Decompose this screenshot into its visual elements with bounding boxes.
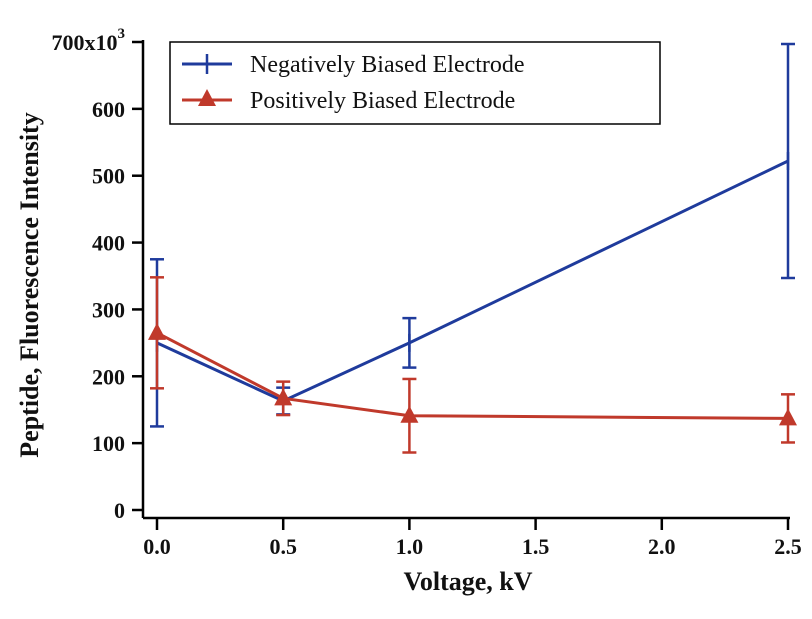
data-point bbox=[274, 388, 293, 406]
y-tick-label: 200 bbox=[92, 364, 125, 389]
y-ticks: 0 100 200 300 400 500 600 700x103 bbox=[52, 26, 143, 523]
series-layer bbox=[148, 42, 797, 454]
y-tick-label: 500 bbox=[92, 164, 125, 189]
series-line bbox=[156, 331, 789, 420]
x-ticks: 0.0 0.5 1.0 1.5 2.0 2.5 bbox=[143, 518, 802, 559]
series-positive bbox=[148, 276, 797, 454]
x-tick-label: 0.0 bbox=[143, 534, 171, 559]
legend-box bbox=[169, 41, 661, 125]
x-tick-label: 2.5 bbox=[774, 534, 802, 559]
y-multiplier-exponent: 3 bbox=[118, 26, 126, 42]
data-point bbox=[779, 408, 797, 426]
y-tick-label: 0 bbox=[114, 498, 125, 523]
legend-label-negative: Negatively Biased Electrode bbox=[250, 52, 525, 78]
legend: Negatively Biased Electrode Positively B… bbox=[169, 41, 661, 125]
x-tick-label: 0.5 bbox=[269, 534, 297, 559]
y-tick-label: 600 bbox=[92, 97, 125, 122]
y-tick-label: 400 bbox=[92, 231, 125, 256]
data-point bbox=[148, 322, 166, 340]
legend-marker-positive bbox=[198, 89, 216, 106]
y-tick-label: 100 bbox=[92, 431, 125, 456]
axes bbox=[141, 40, 790, 520]
x-tick-label: 1.0 bbox=[396, 534, 424, 559]
x-axis-title: Voltage, kV bbox=[403, 567, 532, 596]
legend-label-positive: Positively Biased Electrode bbox=[250, 88, 515, 114]
y-tick-label: 700x103 bbox=[52, 26, 126, 55]
y-axis-title: Peptide, Fluorescence Intensity bbox=[15, 112, 44, 457]
x-tick-label: 1.5 bbox=[522, 534, 550, 559]
data-point bbox=[400, 405, 419, 423]
x-tick-label: 2.0 bbox=[648, 534, 676, 559]
y-tick-label: 300 bbox=[92, 297, 125, 322]
series-line bbox=[156, 159, 789, 403]
